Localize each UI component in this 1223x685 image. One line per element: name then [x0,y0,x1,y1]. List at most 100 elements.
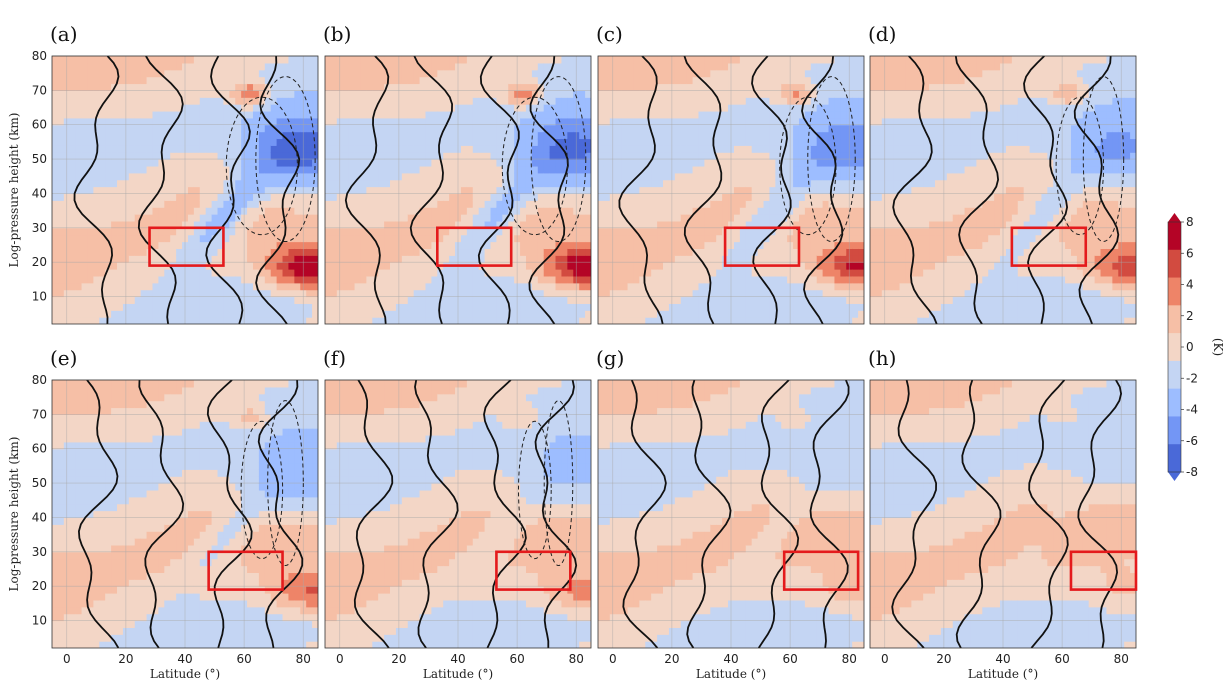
x-tick-label: 0 [609,652,617,666]
x-tick-label: 20 [936,652,951,666]
colorbar-tick-label: -2 [1186,371,1198,385]
highlight-box [436,226,513,267]
panel-h: (h) 0 20 40 60 80 [868,346,1138,666]
x-axis-label: Latitude (°) [423,667,493,681]
y-tick-label: 70 [32,83,47,97]
x-tick-label: 80 [1114,652,1129,666]
y-tick-label: 60 [32,118,47,132]
y-tick-label: 70 [32,407,47,421]
y-tick-label: 40 [32,510,47,524]
panel-frame [869,55,1137,325]
y-tick-label: 30 [32,221,47,235]
contours [73,56,316,324]
colorbar-tick-label: -8 [1186,465,1198,479]
contours [622,380,850,648]
x-tick-label: 80 [296,652,311,666]
colorbar-tick-label: 0 [1186,340,1194,354]
panel-frame [324,55,592,325]
x-axis-label: Latitude (°) [968,667,1038,681]
panel-c: (c) [596,22,865,325]
x-tick-label: 40 [995,652,1010,666]
y-tick-label: 50 [32,152,47,166]
y-axis-label: Log-pressure height (km) [7,437,21,592]
y-tick-label: 60 [32,442,47,456]
colorbar-bin [1168,444,1181,473]
y-tick-label: 40 [32,186,47,200]
colorbar-bin [1168,333,1181,362]
grid [52,379,318,648]
panels-layer: (a) 10 20 30 40 50 60 70 80 (b) (c) (d) (e) 10 20 30 40 5… [32,22,1138,666]
panel-label: (c) [596,22,623,46]
colorbar-tick-label: 6 [1186,246,1194,260]
highlight-box [207,550,284,591]
panel-label: (b) [323,22,351,46]
y-tick-label: 20 [32,579,47,593]
x-tick-label: 20 [118,652,133,666]
panel-label: (e) [50,346,77,370]
x-tick-label: 80 [569,652,584,666]
panel-f: (f) 0 20 40 60 80 [323,346,592,666]
y-tick-label: 10 [32,290,47,304]
grid [325,55,591,324]
panel-g: (g) 0 20 40 60 80 [596,346,865,666]
panel-label: (f) [323,346,346,370]
x-tick-label: 40 [177,652,192,666]
x-tick-label: 40 [723,652,738,666]
panel-label: (g) [596,346,624,370]
highlight-box [723,226,801,267]
x-tick-label: 60 [1054,652,1069,666]
panel-frame [869,379,1137,649]
panel-b: (b) [323,22,592,325]
contours [892,56,1125,324]
x-tick-label: 0 [63,652,71,666]
panel-d: (d) [868,22,1137,325]
contours [344,56,587,324]
y-tick-label: 80 [32,373,47,387]
x-tick-label: 40 [450,652,465,666]
colorbar-bin [1168,305,1181,334]
colorbar-tick-label: -4 [1186,403,1198,417]
colorbar-bin [1168,277,1181,306]
panel-label: (d) [868,22,896,46]
colorbar-bin [1168,222,1181,251]
x-tick-label: 60 [509,652,524,666]
x-tick-label: 20 [391,652,406,666]
highlight-box [782,550,860,591]
panel-label: (h) [868,346,897,370]
contours [618,56,856,324]
panel-a: (a) 10 20 30 40 50 60 70 80 [32,22,319,325]
panel-frame [324,379,592,649]
y-tick-label: 50 [32,476,47,490]
colorbar: 8 6 4 2 0 -2 -4 -6 -8 (K) [1167,213,1223,481]
y-tick-label: 30 [32,545,47,559]
colorbar-tick-label: -6 [1186,434,1198,448]
contours [77,380,304,648]
y-tick-label: 80 [32,49,47,63]
colorbar-tick-label: 4 [1186,278,1194,292]
colorbar-bin [1168,388,1181,417]
colorbar-bin [1168,416,1181,445]
colorbar-unit: (K) [1211,338,1223,356]
x-axis-label: Latitude (°) [696,667,766,681]
grid [325,379,591,648]
colorbar-tick-label: 2 [1186,309,1194,323]
panel-frame [51,55,319,325]
highlight-box [495,550,572,591]
highlight-box [148,226,225,267]
panel-label: (a) [50,22,78,46]
x-tick-label: 0 [881,652,889,666]
contours [891,380,1123,648]
colorbar-extend-bottom [1168,472,1181,481]
panel-frame [597,55,865,325]
colorbar-tick-label: 8 [1186,215,1194,229]
colorbar-extend-top [1168,213,1181,222]
panel-e: (e) 10 20 30 40 50 60 70 80 0 20 40 60 80 [32,346,319,666]
highlight-box [1010,226,1088,267]
highlight-box [1069,550,1138,591]
panel-frame [51,379,319,649]
shading [52,380,318,648]
x-tick-label: 60 [782,652,797,666]
contours [353,380,578,648]
x-axis-label: Latitude (°) [150,667,220,681]
